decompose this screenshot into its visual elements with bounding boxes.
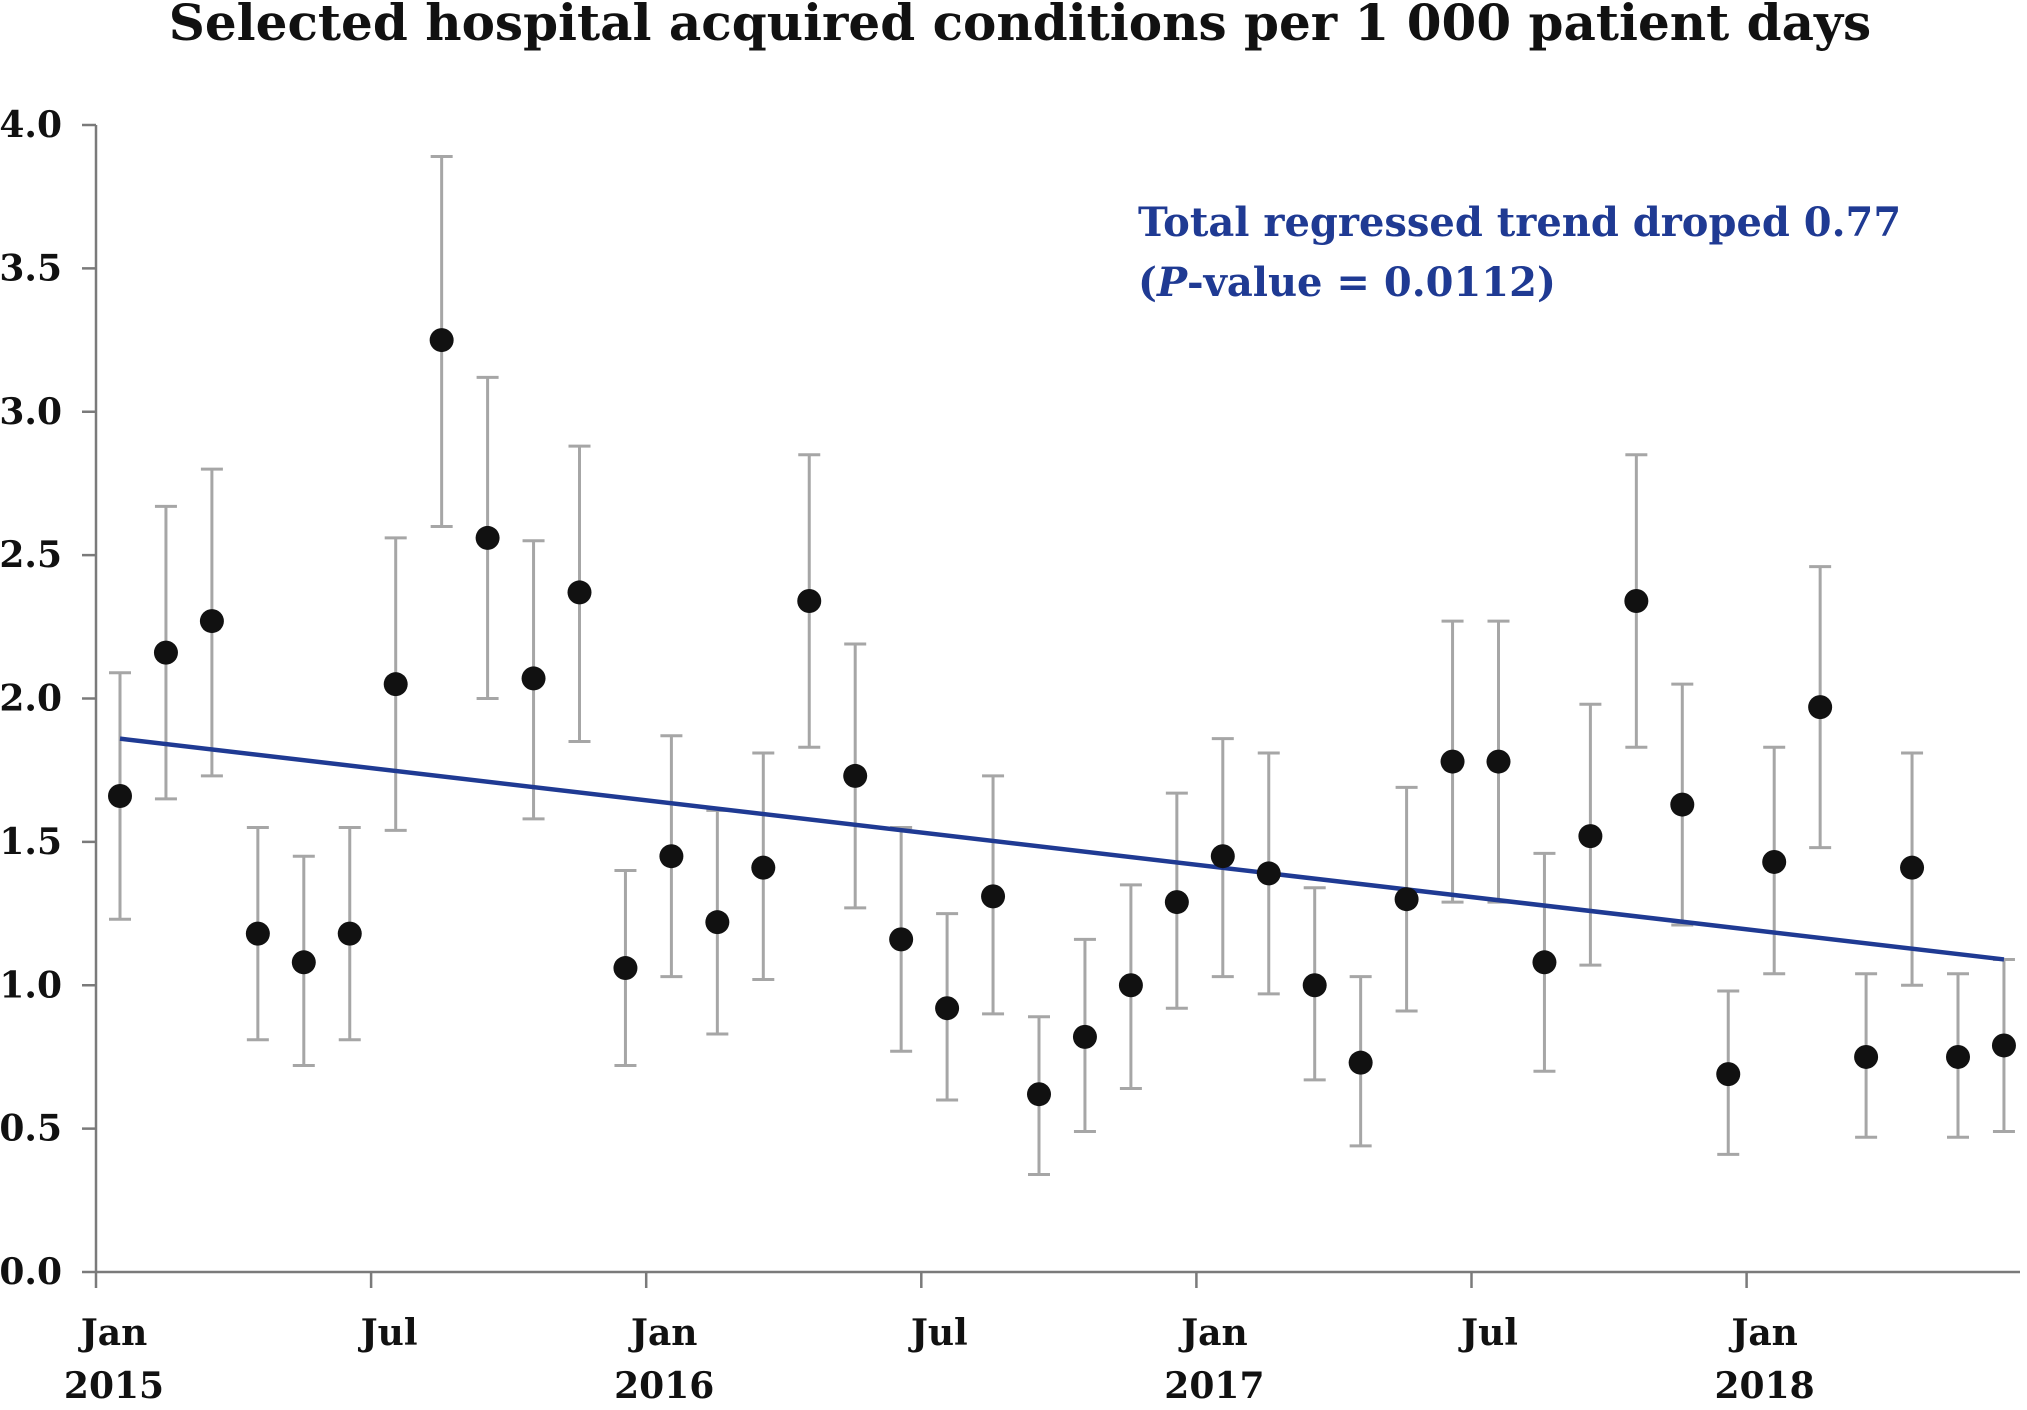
x-tick-year-label: 2016 (614, 1365, 714, 1405)
data-point (1991, 1033, 2016, 1058)
data-point (1578, 824, 1603, 849)
data-point (1900, 855, 1925, 880)
data-point (659, 844, 684, 869)
x-tick-month-label: Jan (628, 1312, 698, 1354)
data-point (1027, 1082, 1051, 1107)
data-point (751, 855, 776, 880)
y-axis: 0.0 0.5 1.0 1.5 2.0 2.5 3.0 3.5 4.0 (0, 104, 98, 1293)
data-point (245, 921, 270, 946)
data-point (1348, 1050, 1373, 1075)
annotation-p-italic: P (1156, 259, 1189, 306)
data-point (1164, 890, 1189, 915)
x-tick-year-label: 2018 (1714, 1365, 1814, 1405)
data-point (521, 666, 546, 691)
data-point (935, 996, 960, 1021)
y-tick-label: 0.5 (0, 1108, 62, 1150)
data-point (1854, 1044, 1879, 1069)
chart-title: Selected hospital acquired conditions pe… (169, 0, 1871, 52)
x-tick-year-label: 2015 (64, 1365, 164, 1405)
annotation-pvalue: -value = 0.0112) (1187, 259, 1556, 306)
data-point (567, 580, 592, 605)
trend-line-group (119, 736, 2005, 962)
x-tick-month-label: Jan (1178, 1312, 1248, 1354)
data-point (475, 525, 500, 550)
x-axis: Jan 2015 Jul Jan 2016 Jul Jan 2017 Jul Jan 2018 (64, 1270, 2020, 1407)
data-point (1210, 844, 1235, 869)
data-point (797, 589, 822, 614)
trend-line (119, 736, 2005, 962)
y-tick-label: 2.5 (0, 534, 62, 576)
y-tick-label: 1.5 (0, 821, 62, 863)
x-tick-month-label: Jul (908, 1312, 968, 1354)
data-point (1532, 950, 1557, 975)
data-point (1486, 749, 1511, 774)
x-tick-month-label: Jul (358, 1312, 418, 1354)
data-point (291, 950, 316, 975)
y-tick-label: 2.0 (0, 678, 62, 720)
data-point (889, 927, 914, 952)
data-point (1256, 861, 1281, 886)
data-point (153, 640, 178, 665)
data-points (108, 328, 2016, 1107)
y-tick-label: 3.0 (0, 391, 62, 433)
y-tick-label: 3.5 (0, 247, 62, 289)
x-tick-month-label: Jan (1728, 1312, 1798, 1354)
y-tick-label: 1.0 (0, 964, 62, 1006)
data-point (843, 763, 868, 788)
x-tick-month-label: Jan (78, 1312, 148, 1354)
error-bars (109, 155, 2015, 1177)
data-point (383, 672, 408, 697)
data-point (1394, 887, 1419, 912)
data-point (1302, 973, 1327, 998)
data-point (705, 910, 730, 935)
y-tick-label: 4.0 (0, 104, 62, 146)
data-point (1946, 1044, 1970, 1069)
x-tick-month-label: Jul (1458, 1312, 1518, 1354)
data-point (981, 884, 1006, 909)
y-tick-label: 0.0 (0, 1251, 62, 1293)
data-point (429, 328, 454, 353)
data-point (1808, 695, 1833, 720)
data-point (1762, 849, 1787, 874)
data-point (1624, 589, 1649, 614)
data-point (1072, 1024, 1097, 1049)
annotation-paren: ( (1138, 259, 1157, 306)
trend-annotation-line1: Total regressed trend droped 0.77 (1138, 199, 1901, 246)
data-point (613, 956, 638, 981)
data-point (199, 609, 224, 634)
data-point (337, 921, 362, 946)
data-point (1118, 973, 1143, 998)
data-point (1440, 749, 1465, 774)
data-point (108, 783, 132, 808)
trend-annotation-line2: (P-value = 0.0112) (1138, 259, 1556, 306)
x-tick-year-label: 2017 (1164, 1365, 1264, 1405)
data-point (1670, 792, 1695, 817)
data-point (1716, 1062, 1741, 1087)
